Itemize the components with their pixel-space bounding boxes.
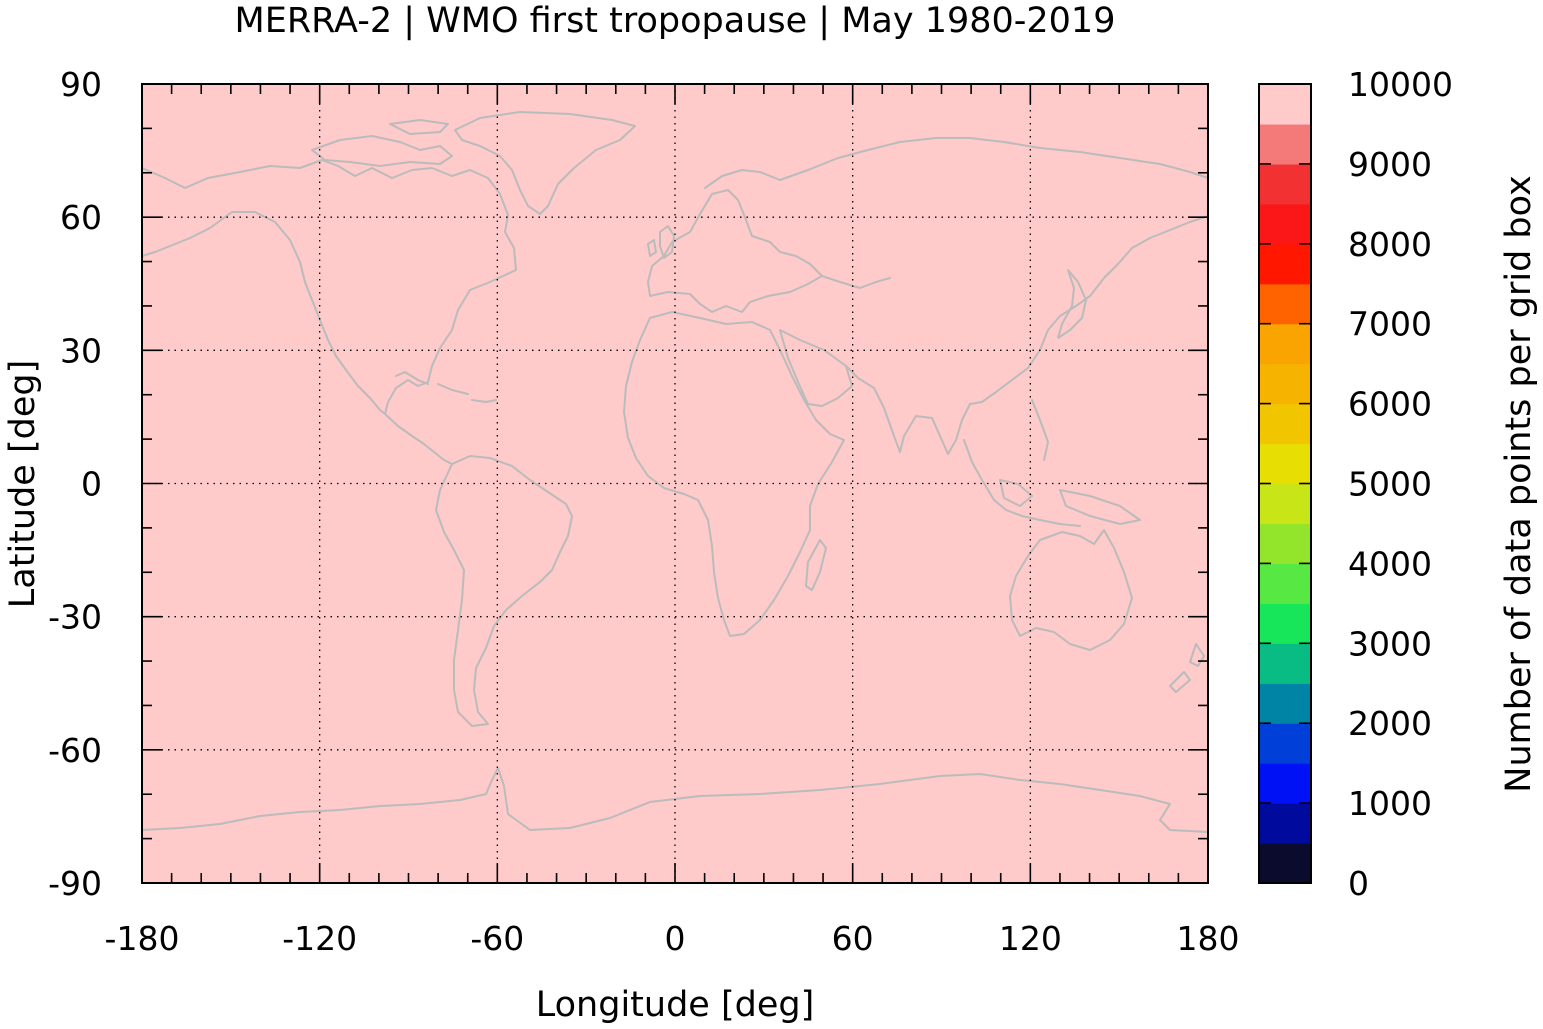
plot-frame xyxy=(141,83,1209,884)
x-tick-labels: -180 -120 -60 0 60 120 180 xyxy=(105,919,1240,958)
colorbar-segment xyxy=(1259,283,1311,325)
coastline-arabia xyxy=(779,329,853,407)
colorbar-segment xyxy=(1259,243,1311,285)
colorbar-tick-label: 2000 xyxy=(1348,704,1432,743)
colorbar-segment xyxy=(1259,723,1311,764)
colorbar-segment xyxy=(1259,403,1311,445)
y-tick-label: 60 xyxy=(60,198,102,237)
colorbar-tick-label: 1000 xyxy=(1348,784,1432,823)
colorbar-segment xyxy=(1259,443,1311,485)
x-tick-label: 180 xyxy=(1177,919,1240,958)
colorbar-tick-label: 5000 xyxy=(1348,465,1432,504)
colorbar xyxy=(1259,84,1311,884)
chart-title: MERRA-2 | WMO first tropopause | May 198… xyxy=(235,1,1116,41)
colorbar-tick-label: 0 xyxy=(1348,864,1369,903)
colorbar-tick-label: 3000 xyxy=(1348,624,1432,663)
colorbar-segment xyxy=(1259,603,1311,644)
colorbar-segment xyxy=(1259,683,1311,724)
x-tick-label: 0 xyxy=(665,919,686,958)
coastline-central-america xyxy=(384,371,453,465)
colorbar-segment xyxy=(1259,123,1311,165)
coastline-southeast-asia xyxy=(963,399,1141,527)
x-tick-label: -120 xyxy=(282,919,357,958)
colorbar-tick-label: 8000 xyxy=(1348,225,1432,264)
colorbar-tick-labels: 0 1000 2000 3000 4000 5000 6000 7000 8000 9000 100… xyxy=(1348,65,1453,903)
colorbar-segment xyxy=(1259,563,1311,604)
coastline-north-america xyxy=(141,159,517,415)
x-tick-label: 60 xyxy=(832,919,874,958)
y-tick-label: -60 xyxy=(48,731,102,770)
x-tick-label: -180 xyxy=(105,919,180,958)
colorbar-segment xyxy=(1259,323,1311,365)
colorbar-tick-label: 4000 xyxy=(1348,544,1432,583)
coastline-asia xyxy=(779,137,1209,455)
coastline-madagascar xyxy=(805,539,827,591)
coastline-caribbean xyxy=(437,383,497,403)
colorbar-segment xyxy=(1259,203,1311,245)
coastline-british-isles xyxy=(647,225,675,259)
colorbar-segment xyxy=(1259,163,1311,205)
x-tick-label: 120 xyxy=(999,919,1062,958)
colorbar-segment xyxy=(1259,84,1311,125)
x-axis-label: Longitude [deg] xyxy=(536,985,814,1025)
grid-lines xyxy=(142,84,1208,883)
colorbar-segment xyxy=(1259,843,1311,884)
x-tick-label: -60 xyxy=(470,919,524,958)
y-tick-label: 90 xyxy=(60,65,102,104)
colorbar-tick-label: 6000 xyxy=(1348,385,1432,424)
colorbar-label: Number of data points per grid box xyxy=(1499,175,1539,792)
coastline-arctic-islands xyxy=(311,119,453,167)
coastline-africa xyxy=(623,311,845,637)
colorbar-tick-label: 10000 xyxy=(1348,65,1453,104)
y-tick-label: -90 xyxy=(48,864,102,903)
colorbar-segment xyxy=(1259,523,1311,564)
colorbar-segment xyxy=(1259,363,1311,405)
coastline-europe xyxy=(647,169,823,313)
y-tick-label: 0 xyxy=(81,465,102,504)
coastline-greenland xyxy=(454,111,636,215)
y-tick-label: 30 xyxy=(60,331,102,370)
colorbar-segment xyxy=(1259,763,1311,804)
colorbar-segment xyxy=(1259,643,1311,684)
coastline-japan xyxy=(1057,269,1087,339)
colorbar-tick-label: 7000 xyxy=(1348,305,1432,344)
coastlines xyxy=(141,111,1209,833)
colorbar-segment xyxy=(1259,803,1311,844)
colorbar-tick-label: 9000 xyxy=(1348,145,1432,184)
y-tick-labels: 90 60 30 0 -30 -60 -90 xyxy=(48,65,102,903)
y-tick-label: -30 xyxy=(48,598,102,637)
coastline-antarctica xyxy=(141,767,1209,833)
colorbar-segment xyxy=(1259,483,1311,525)
coastline-australia xyxy=(1009,529,1133,651)
y-axis-label: Latitude [deg] xyxy=(3,360,43,608)
coastline-new-zealand xyxy=(1169,643,1205,693)
colorbar-ticks xyxy=(1259,83,1311,884)
coastline-south-america xyxy=(435,455,573,727)
